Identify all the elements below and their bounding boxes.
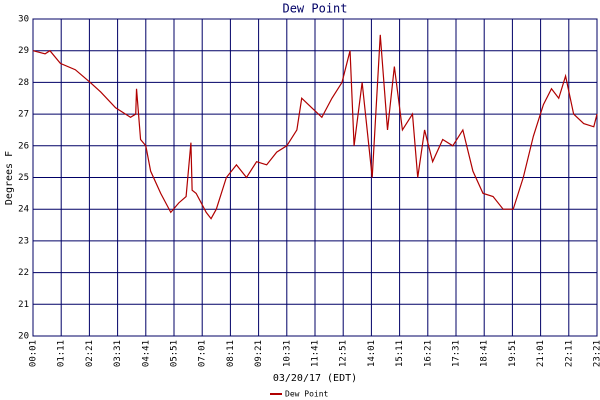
x-tick-label: 10:31: [282, 340, 292, 367]
x-tick-label: 22:11: [564, 340, 574, 367]
x-tick-label: 08:11: [226, 340, 236, 367]
x-tick-label: 17:31: [452, 340, 462, 367]
y-tick-label: 29: [18, 46, 29, 56]
data-line: [32, 34, 598, 220]
x-tick-label: 04:41: [141, 340, 151, 367]
y-tick-label: 22: [18, 268, 29, 278]
x-tick-label: 23:21: [593, 340, 600, 367]
y-tick-label: 24: [18, 205, 29, 215]
y-tick-label: 30: [18, 15, 29, 25]
y-tick-label: 23: [18, 236, 29, 246]
x-tick-label: 19:51: [508, 340, 518, 367]
x-tick-label: 07:01: [198, 340, 208, 367]
x-tick-label: 03:31: [113, 340, 123, 367]
y-tick-label: 28: [18, 78, 29, 88]
x-tick-label: 15:11: [395, 340, 405, 367]
x-tick-label: 00:01: [29, 340, 39, 367]
y-tick-label: 25: [18, 173, 29, 183]
x-tick-label: 18:41: [480, 340, 490, 367]
x-tick-label: 11:41: [311, 340, 321, 367]
y-axis-title: Degrees F: [4, 151, 15, 205]
x-tick-label: 01:11: [57, 340, 67, 367]
x-tick-label: 16:21: [423, 340, 433, 367]
x-tick-label: 12:51: [339, 340, 349, 367]
y-tick-label: 26: [18, 141, 29, 151]
x-tick-label: 21:01: [536, 340, 546, 367]
y-tick-label: 21: [18, 300, 29, 310]
y-tick-label: 27: [18, 110, 29, 120]
x-tick-label: 05:51: [170, 340, 180, 367]
x-tick-label: 09:21: [254, 340, 264, 367]
x-axis-title: 03/20/17 (EDT): [273, 373, 357, 384]
y-tick-label: 20: [18, 332, 29, 342]
chart-title: Dew Point: [282, 2, 347, 16]
x-tick-label: 14:01: [367, 340, 377, 367]
legend-label: Dew Point: [285, 390, 329, 399]
x-tick-label: 02:21: [85, 340, 95, 367]
